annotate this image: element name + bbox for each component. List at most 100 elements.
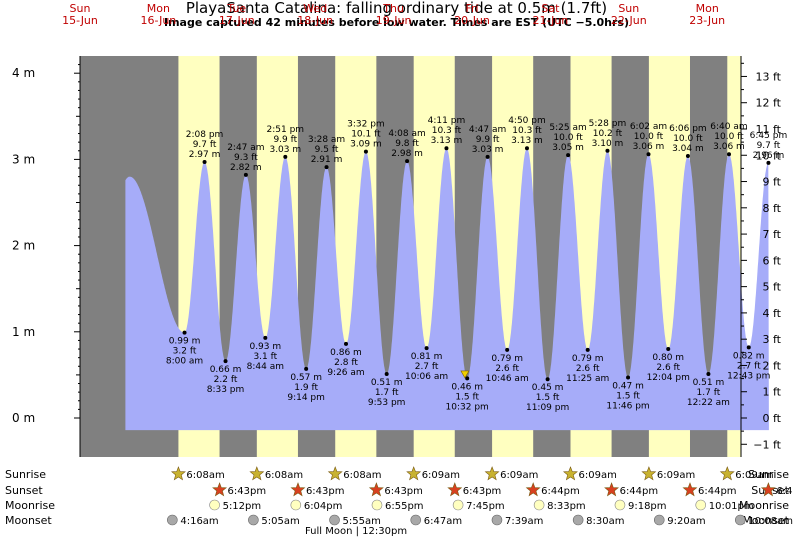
high-tide-label: 3:32 pm xyxy=(347,120,385,130)
sunset-icon xyxy=(368,482,384,497)
moonrise-icon xyxy=(452,499,464,511)
moonset-row-label-left: Moonset xyxy=(5,514,52,527)
high-tide-point xyxy=(243,172,248,177)
sunset-icon xyxy=(525,482,541,497)
high-tide-label: 10.2 ft xyxy=(593,129,623,139)
high-tide-point xyxy=(685,153,690,158)
moonrise-time: 7:45pm xyxy=(466,501,505,512)
low-tide-label: 0.86 m xyxy=(330,348,362,358)
low-tide-point xyxy=(465,376,470,381)
high-tide-point xyxy=(766,160,771,165)
low-tide-label: 3.2 ft xyxy=(173,347,197,357)
day-name: Wed xyxy=(303,2,327,15)
high-tide-label: 10.3 ft xyxy=(432,126,462,136)
low-tide-label: 11:25 am xyxy=(566,374,609,384)
sunrise-time: 6:09am xyxy=(578,470,616,481)
day-date: 17-Jun xyxy=(219,14,255,27)
low-tide-point xyxy=(263,335,268,340)
low-tide-label: 1.5 ft xyxy=(455,392,479,402)
sunset-time: 6:44pm xyxy=(620,486,659,497)
low-tide-label: 2.6 ft xyxy=(576,364,600,374)
right-tick-label: 11 ft xyxy=(756,123,782,136)
high-tide-label: 3.10 m xyxy=(592,139,624,149)
sunrise-time: 6:08am xyxy=(265,470,303,481)
high-tide-label: 9.9 ft xyxy=(476,135,500,145)
right-tick-label: 1 ft xyxy=(763,386,782,399)
right-tick-label: 3 ft xyxy=(763,333,782,346)
high-tide-label: 6:45 pm xyxy=(750,131,788,141)
high-tide-label: 3.04 m xyxy=(672,144,704,154)
low-tide-point xyxy=(182,330,187,335)
day-name: Tue xyxy=(226,2,246,15)
high-tide-label: 10.0 ft xyxy=(634,132,664,142)
sunrise-icon xyxy=(406,466,422,481)
high-tide-label: 3.13 m xyxy=(431,136,463,146)
high-tide-label: 2.98 m xyxy=(391,149,423,159)
sunrise-icon xyxy=(170,466,186,481)
low-tide-label: 0.45 m xyxy=(532,383,564,393)
high-tide-label: 2:08 pm xyxy=(186,130,224,140)
low-tide-label: 1.7 ft xyxy=(697,388,721,398)
high-tide-label: 2:51 pm xyxy=(267,125,305,135)
moonset-icon xyxy=(167,514,178,526)
sunset-time: 6:44pm xyxy=(776,486,793,497)
right-tick-label: 5 ft xyxy=(763,281,782,294)
high-tide-point xyxy=(524,146,529,151)
right-tick-label: 0 ft xyxy=(763,412,782,425)
high-tide-label: 2.96 m xyxy=(753,151,785,161)
high-tide-label: 5:25 am xyxy=(549,123,586,133)
day-date: 19-Jun xyxy=(376,14,412,27)
moonrise-icon xyxy=(614,499,626,511)
low-tide-label: 2.8 ft xyxy=(334,358,358,368)
high-tide-label: 10.1 ft xyxy=(351,130,381,140)
low-tide-label: 0.46 m xyxy=(451,382,483,392)
high-tide-point xyxy=(605,148,610,153)
right-tick-label: 7 ft xyxy=(763,228,782,241)
sunset-time: 6:44pm xyxy=(698,486,737,497)
moonrise-icon xyxy=(290,499,302,511)
low-tide-label: 0.81 m xyxy=(411,352,443,362)
low-tide-label: 8:44 am xyxy=(247,362,284,372)
moonset-time: 8:30am xyxy=(586,516,624,527)
sunrise-icon xyxy=(562,466,578,481)
moonrise-time: 5:12pm xyxy=(223,501,262,512)
day-name: Mon xyxy=(147,2,170,15)
low-tide-label: 0.93 m xyxy=(249,342,281,352)
low-tide-label: 10:06 am xyxy=(405,372,448,382)
low-tide-point xyxy=(424,346,429,351)
sunset-icon xyxy=(290,482,306,497)
moonset-time: 4:16am xyxy=(180,516,218,527)
right-tick-label: 4 ft xyxy=(763,307,782,320)
right-tick-label: 13 ft xyxy=(756,70,782,83)
high-tide-label: 3.03 m xyxy=(472,145,504,155)
left-tick-label: 4 m xyxy=(12,66,35,80)
low-tide-label: 0.51 m xyxy=(371,378,403,388)
moonrise-time: 9:18pm xyxy=(628,501,667,512)
right-tick-label: 8 ft xyxy=(763,202,782,215)
day-name: Sun xyxy=(70,2,91,15)
moonset-time: 9:20am xyxy=(667,516,705,527)
high-tide-label: 10.0 ft xyxy=(553,133,583,143)
low-tide-point xyxy=(505,347,510,352)
low-tide-point xyxy=(626,375,631,380)
sunrise-time: 6:08am xyxy=(343,470,381,481)
sunset-time: 6:43pm xyxy=(384,486,423,497)
day-name: Sat xyxy=(541,2,560,15)
day-date: 15-Jun xyxy=(62,14,98,27)
low-tide-label: 0.47 m xyxy=(612,381,644,391)
high-tide-label: 4:11 pm xyxy=(428,116,466,126)
high-tide-label: 9.9 ft xyxy=(273,135,297,145)
sunrise-icon xyxy=(327,466,343,481)
day-name: Fri xyxy=(465,2,478,15)
moonset-icon xyxy=(491,514,503,526)
sunrise-time: 6:08am xyxy=(186,470,224,481)
left-tick-label: 1 m xyxy=(12,325,35,339)
moonrise-time: 8:33pm xyxy=(547,501,586,512)
high-tide-label: 4:08 am xyxy=(388,129,425,139)
sunset-time: 6:43pm xyxy=(463,486,502,497)
moonset-icon xyxy=(734,514,746,526)
high-tide-label: 3.13 m xyxy=(511,136,543,146)
left-tick-label: 0 m xyxy=(12,411,35,425)
moonrise-row-label-left: Moonrise xyxy=(5,499,55,512)
high-tide-point xyxy=(726,152,731,157)
